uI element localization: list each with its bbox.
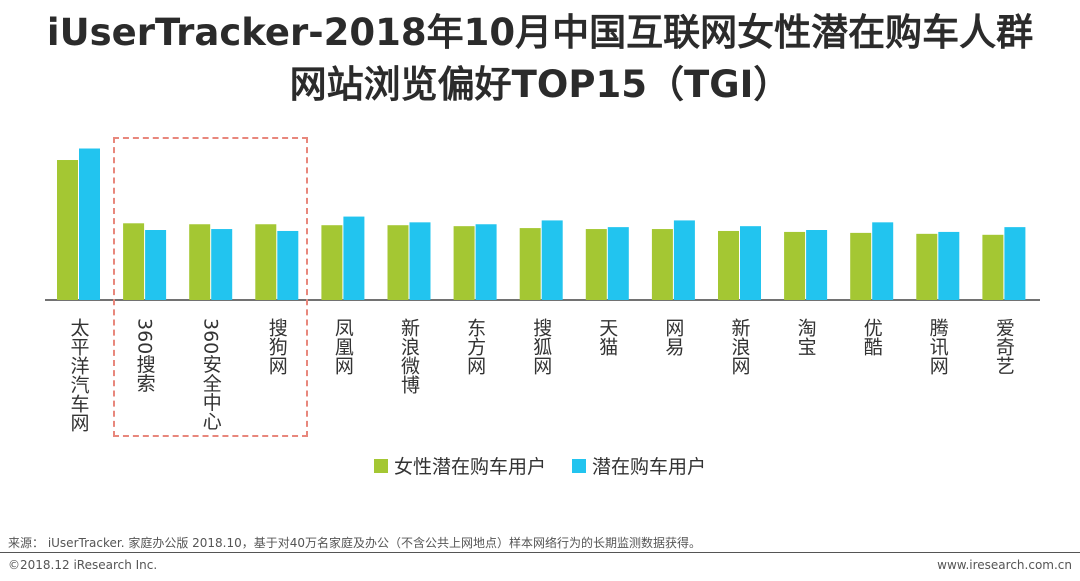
bar-female-10	[651, 229, 673, 300]
bar-female-4	[255, 224, 277, 300]
x-tick-label-10: 网易	[662, 318, 684, 357]
bar-female-6	[387, 225, 409, 300]
chart-title-line2: 网站浏览偏好TOP15（TGI）	[289, 63, 791, 106]
bar-all-7	[475, 224, 497, 300]
bar-all-9	[607, 227, 629, 300]
x-tick-label-3: 360安全中心	[200, 318, 222, 430]
x-tick-label-4: 搜狗网	[266, 318, 288, 375]
x-tick-label-7: 东方网	[464, 318, 486, 375]
x-tick-label-1: 太平洋汽车网	[68, 318, 90, 432]
x-tick-label-2: 360搜索	[134, 318, 156, 392]
bar-female-13	[850, 232, 872, 300]
bar-chart: 太平洋汽车网 360搜索 360安全中心 搜狗网 凤凰网 新浪微博 东方网 搜狐网 天猫 网易 新浪…	[45, 148, 1040, 432]
bar-female-8	[519, 228, 541, 300]
x-tick-label-14: 腾讯网	[927, 318, 949, 375]
chart-legend: 女性潜在购车用户 潜在购车用户	[0, 452, 1080, 479]
bar-all-15	[1004, 227, 1026, 300]
bar-female-1	[57, 160, 78, 300]
bar-all-11	[740, 226, 761, 300]
bar-female-9	[585, 229, 607, 300]
legend-item-female: 女性潜在购车用户	[373, 452, 546, 479]
bar-all-4	[277, 230, 299, 300]
bar-female-7	[453, 226, 475, 300]
bar-all-10	[673, 220, 695, 300]
x-tick-label-8: 搜狐网	[530, 318, 552, 375]
bar-female-15	[982, 234, 1004, 300]
x-tick-label-6: 新浪微博	[398, 318, 420, 394]
copyright: ©2018.12 iResearch Inc.	[8, 558, 158, 572]
x-tick-label-15: 爱奇艺	[993, 318, 1015, 375]
x-tick-label-5: 凤凰网	[332, 318, 354, 375]
bar-all-3	[211, 229, 233, 300]
x-tick-label-9: 天猫	[596, 318, 618, 356]
chart-title-line1: iUserTracker-2018年10月中国互联网女性潜在购车人群	[46, 11, 1034, 54]
bar-all-2	[145, 230, 167, 300]
bar-all-13	[872, 222, 894, 300]
bar-female-11	[718, 230, 739, 300]
legend-label-all: 潜在购车用户	[592, 456, 707, 478]
legend-swatch-female	[373, 458, 388, 473]
legend-swatch-all	[572, 458, 587, 473]
bar-all-14	[938, 231, 960, 300]
x-tick-label-11: 新浪网	[729, 318, 751, 375]
legend-label-female: 女性潜在购车用户	[393, 456, 546, 478]
bar-all-6	[409, 222, 431, 300]
footer-divider	[0, 552, 1080, 553]
x-tick-label-12: 淘宝	[795, 318, 817, 356]
source-note: 来源： iUserTracker. 家庭办公版 2018.10，基于对40万名家…	[8, 536, 702, 550]
bar-female-2	[123, 223, 145, 300]
bar-female-3	[189, 224, 211, 300]
bar-all-12	[806, 230, 828, 300]
bar-female-5	[321, 225, 343, 300]
x-tick-label-13: 优酷	[861, 318, 883, 356]
bar-all-5	[343, 216, 365, 300]
highlight-box	[113, 137, 308, 437]
website: www.iresearch.com.cn	[937, 558, 1072, 572]
legend-item-all: 潜在购车用户	[572, 452, 706, 479]
bar-female-12	[784, 231, 806, 300]
bar-all-8	[541, 220, 563, 300]
bar-all-1	[79, 148, 100, 300]
bar-female-14	[916, 233, 938, 300]
